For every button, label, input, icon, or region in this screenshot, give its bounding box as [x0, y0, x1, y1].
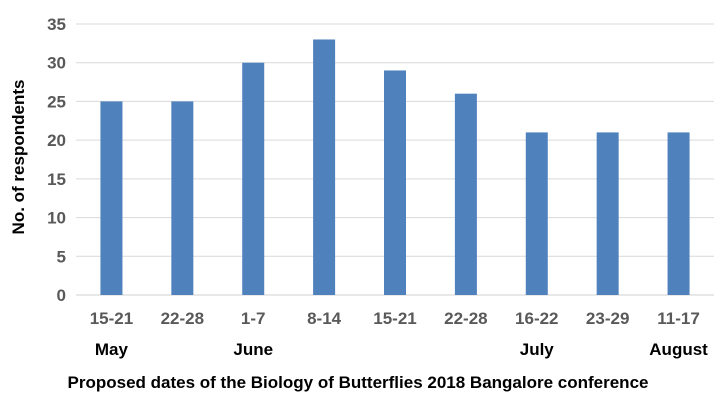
- x-tick-label: 16-22: [515, 309, 558, 328]
- y-axis-ticks: 0 5 10 15 20 25 30 35: [47, 15, 66, 305]
- x-axis-title: Proposed dates of the Biology of Butterf…: [68, 373, 649, 392]
- y-tick-label: 15: [47, 170, 66, 189]
- bar: [242, 62, 265, 295]
- month-label: June: [233, 340, 273, 359]
- bar: [171, 101, 194, 295]
- bar: [596, 132, 619, 295]
- bar: [667, 132, 690, 295]
- y-tick-label: 35: [47, 15, 66, 34]
- bar: [384, 70, 406, 295]
- x-axis-ticks: 15-21 22-28 1-7 8-14 15-21 22-28 16-22 23-29 11-…: [90, 309, 700, 328]
- x-tick-label: 23-29: [586, 309, 629, 328]
- x-tick-label: 15-21: [90, 309, 133, 328]
- bar: [313, 39, 336, 295]
- bar: [525, 132, 548, 295]
- y-axis-title: No. of respondents: [9, 80, 28, 235]
- bar: [454, 93, 477, 295]
- x-tick-label: 22-28: [161, 309, 204, 328]
- y-tick-label: 20: [47, 131, 66, 150]
- x-tick-label: 15-21: [373, 309, 416, 328]
- y-tick-label: 0: [57, 286, 66, 305]
- y-tick-label: 30: [47, 54, 66, 73]
- y-tick-label: 25: [47, 92, 66, 111]
- month-label: July: [520, 340, 555, 359]
- month-labels: May June July August: [95, 340, 708, 359]
- bars: [100, 39, 690, 295]
- x-tick-label: 1-7: [241, 309, 266, 328]
- month-label: August: [649, 340, 708, 359]
- x-tick-label: 11-17: [657, 309, 700, 328]
- y-tick-label: 10: [47, 209, 66, 228]
- month-label: May: [95, 340, 129, 359]
- x-tick-label: 8-14: [307, 309, 342, 328]
- x-tick-label: 22-28: [444, 309, 487, 328]
- y-tick-label: 5: [57, 247, 66, 266]
- bar: [100, 101, 123, 295]
